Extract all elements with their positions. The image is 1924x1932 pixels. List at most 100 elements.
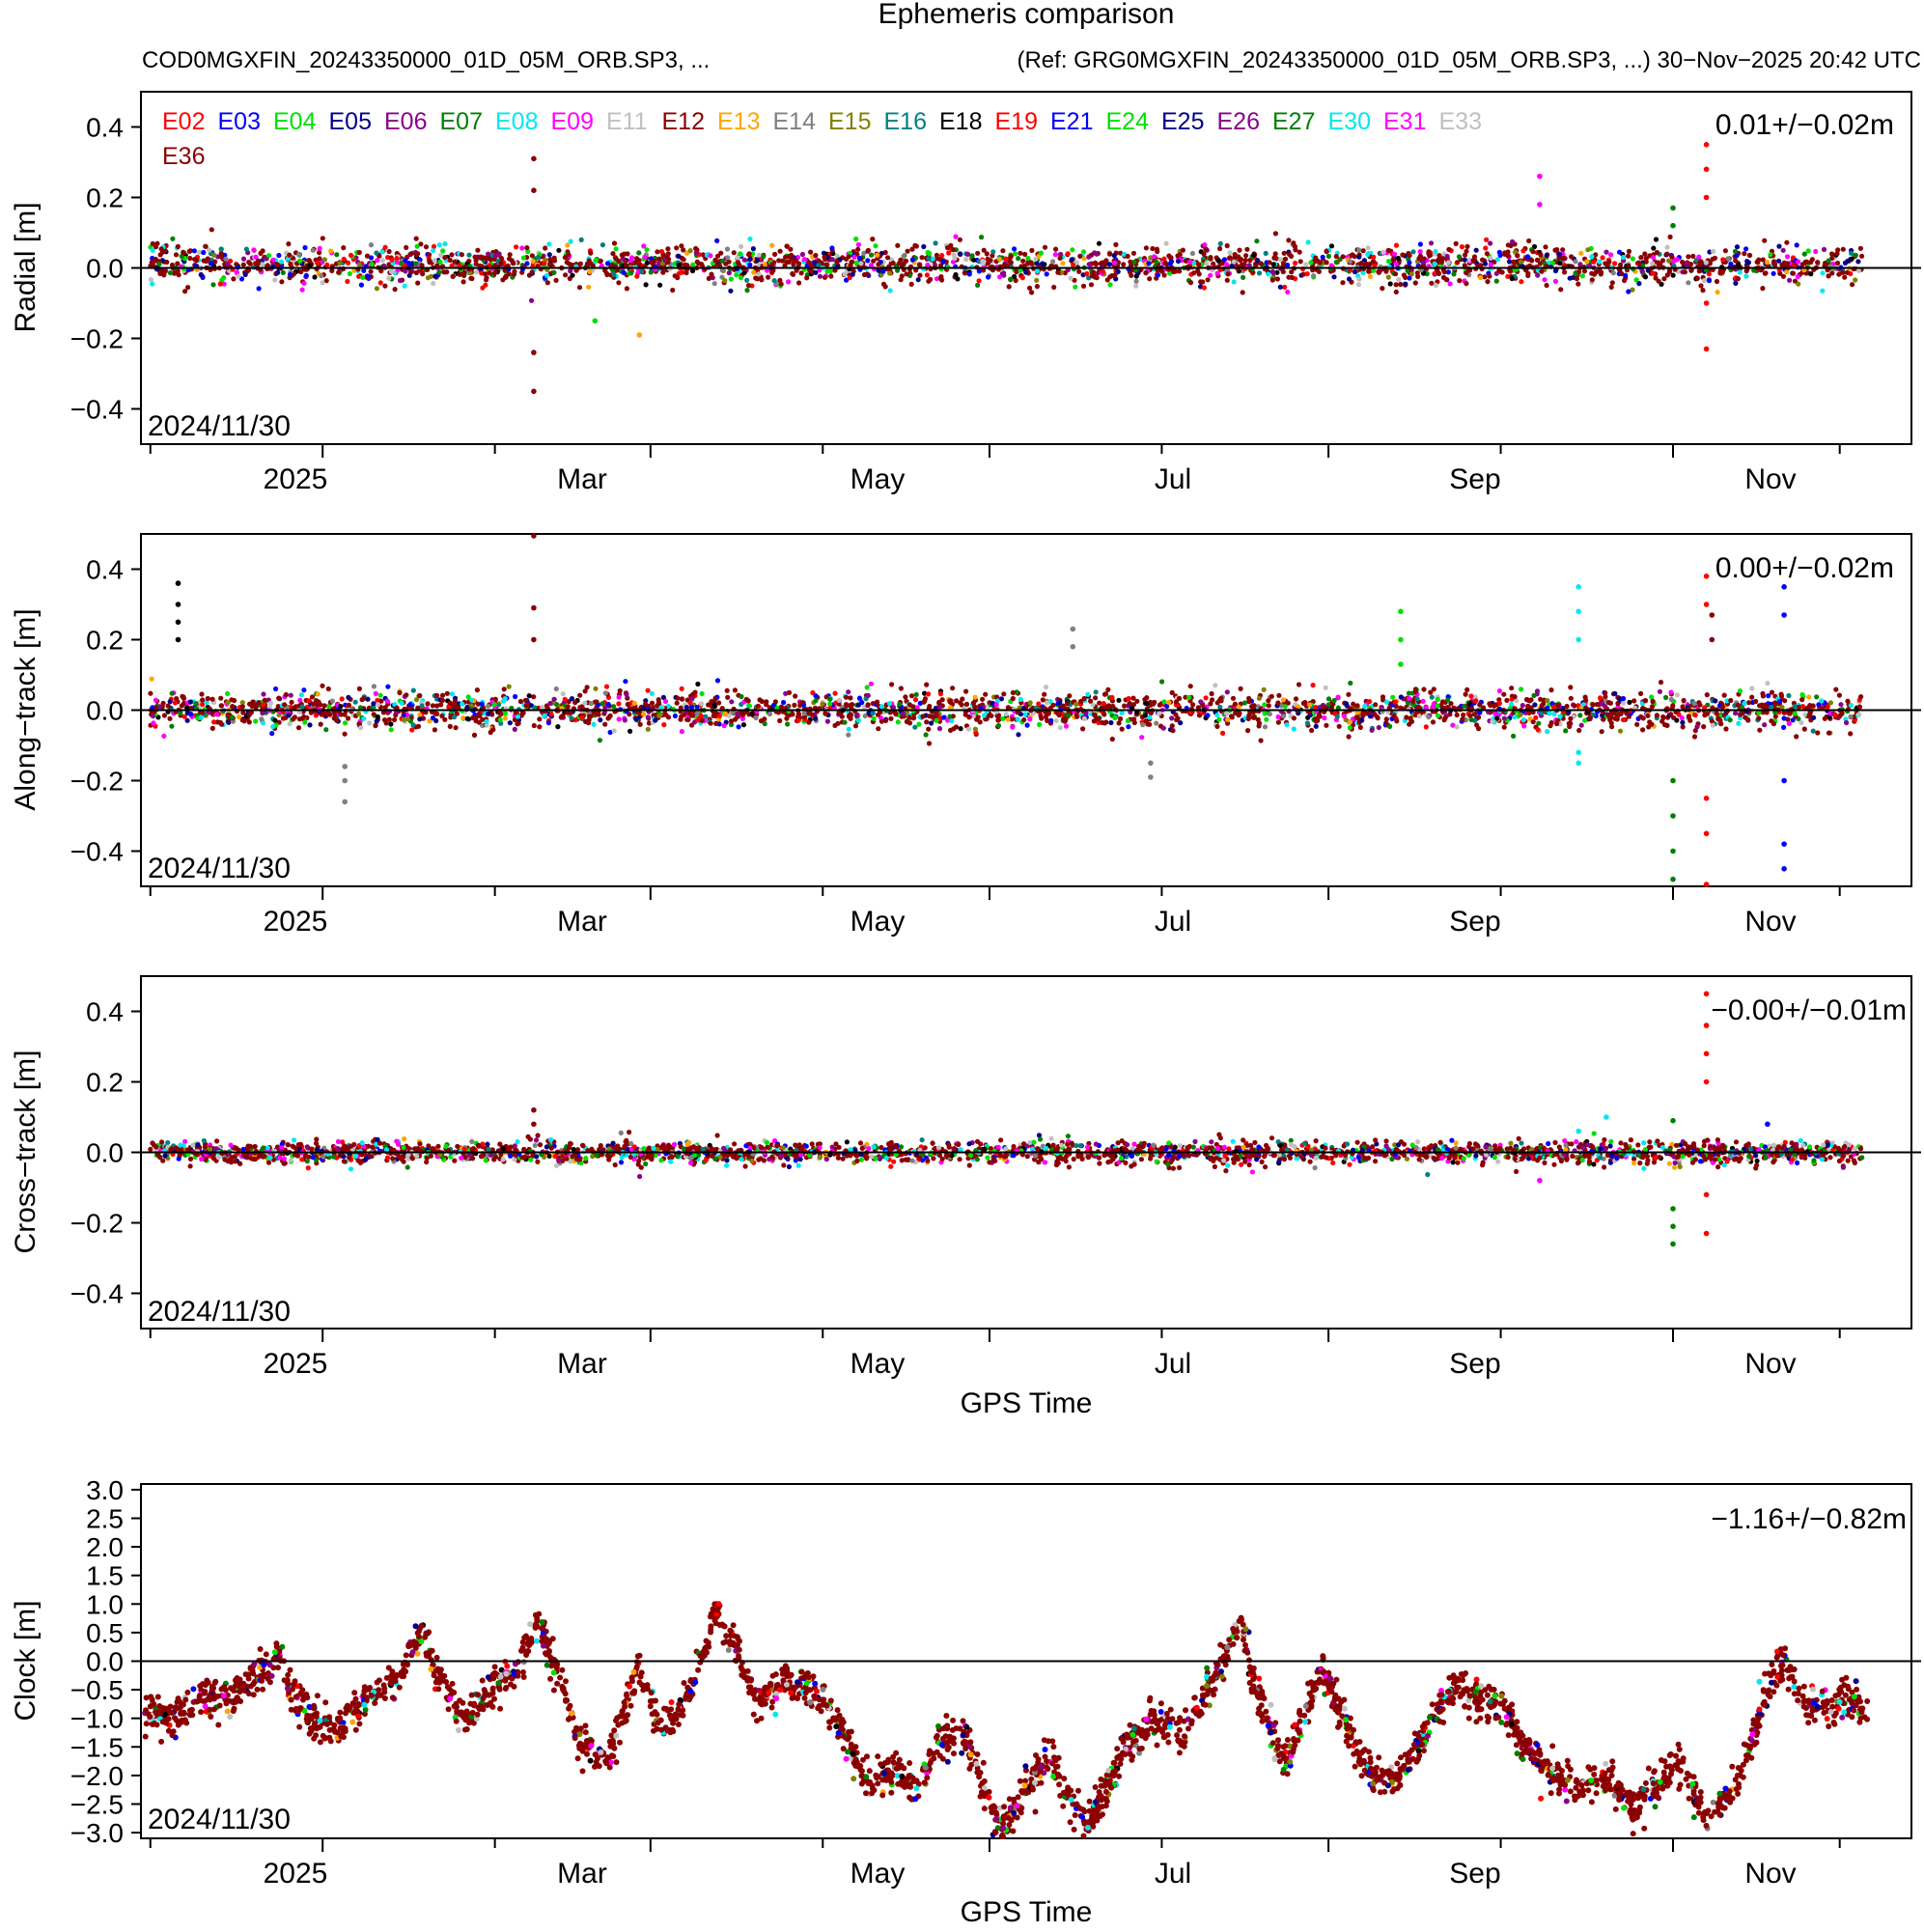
data-point bbox=[1241, 262, 1246, 267]
data-point bbox=[1533, 714, 1539, 720]
data-point bbox=[1122, 703, 1128, 709]
data-point bbox=[951, 726, 957, 732]
spike-point bbox=[1670, 205, 1676, 211]
data-point bbox=[1808, 259, 1814, 266]
data-point bbox=[1557, 251, 1563, 257]
data-point bbox=[1367, 714, 1374, 719]
data-point bbox=[1658, 680, 1664, 686]
data-point bbox=[1601, 716, 1606, 722]
data-point bbox=[1803, 259, 1809, 265]
data-point bbox=[312, 274, 318, 280]
data-point bbox=[636, 262, 642, 267]
data-point bbox=[413, 269, 419, 276]
data-point bbox=[1423, 724, 1429, 730]
data-point bbox=[417, 712, 423, 717]
data-point bbox=[1074, 260, 1080, 266]
data-point bbox=[645, 726, 651, 732]
data-point bbox=[1589, 277, 1595, 283]
data-point bbox=[218, 695, 224, 701]
data-point bbox=[583, 718, 589, 725]
data-point bbox=[1442, 715, 1448, 721]
data-point bbox=[389, 257, 395, 263]
data-point bbox=[280, 269, 286, 275]
data-point bbox=[1848, 731, 1854, 737]
data-point bbox=[906, 702, 913, 708]
data-point bbox=[1262, 711, 1268, 716]
data-point bbox=[334, 252, 340, 258]
data-point bbox=[482, 271, 488, 277]
data-point bbox=[1548, 723, 1553, 729]
data-point bbox=[1391, 251, 1398, 257]
data-point bbox=[1275, 719, 1281, 725]
data-point bbox=[865, 258, 871, 264]
data-point bbox=[1808, 271, 1814, 277]
data-point bbox=[1547, 711, 1552, 716]
data-point bbox=[1743, 273, 1749, 279]
data-point bbox=[1530, 249, 1536, 255]
data-point bbox=[1829, 251, 1835, 257]
data-point bbox=[864, 271, 871, 277]
data-point bbox=[1557, 261, 1563, 266]
data-point bbox=[1575, 281, 1581, 287]
data-point bbox=[399, 700, 404, 706]
data-point bbox=[1576, 727, 1582, 734]
data-point bbox=[201, 249, 207, 256]
data-point bbox=[151, 720, 156, 726]
data-point bbox=[323, 727, 329, 733]
data-point bbox=[342, 731, 348, 737]
data-point bbox=[864, 685, 870, 690]
data-point bbox=[1643, 259, 1649, 265]
data-point bbox=[1323, 685, 1328, 690]
data-point bbox=[317, 245, 322, 251]
data-point bbox=[1591, 271, 1598, 277]
data-point bbox=[1534, 257, 1541, 263]
data-point bbox=[693, 245, 699, 251]
data-point bbox=[917, 272, 923, 278]
data-point bbox=[822, 274, 828, 280]
data-point bbox=[988, 258, 993, 264]
data-point bbox=[178, 710, 183, 716]
data-point bbox=[822, 254, 827, 260]
data-point bbox=[1380, 249, 1386, 255]
data-point bbox=[341, 245, 347, 251]
data-point bbox=[623, 679, 628, 685]
data-point bbox=[1022, 251, 1028, 257]
data-point bbox=[415, 723, 422, 729]
data-point bbox=[1034, 277, 1040, 283]
data-point bbox=[1430, 719, 1436, 725]
data-point bbox=[1325, 253, 1331, 259]
data-point bbox=[1530, 719, 1536, 725]
data-point bbox=[643, 282, 649, 288]
data-point bbox=[444, 269, 450, 275]
data-point bbox=[1760, 257, 1766, 263]
data-point bbox=[432, 273, 438, 279]
data-point bbox=[1509, 238, 1516, 244]
data-point bbox=[1205, 277, 1211, 283]
spike-point bbox=[592, 318, 599, 324]
data-point bbox=[776, 258, 782, 264]
data-point bbox=[1853, 277, 1858, 283]
data-point bbox=[1203, 246, 1209, 252]
data-point bbox=[205, 695, 210, 702]
data-point bbox=[1274, 276, 1280, 282]
data-point bbox=[750, 246, 757, 252]
data-point bbox=[1700, 288, 1706, 294]
data-point bbox=[1564, 703, 1570, 710]
data-point bbox=[474, 269, 480, 275]
data-point bbox=[709, 271, 714, 277]
data-point bbox=[243, 246, 249, 252]
data-point bbox=[740, 722, 747, 728]
data-point bbox=[1698, 259, 1704, 265]
data-point bbox=[1203, 695, 1209, 701]
data-point bbox=[1068, 275, 1074, 281]
data-point bbox=[1784, 254, 1791, 260]
data-point bbox=[1133, 278, 1139, 284]
data-point bbox=[397, 689, 403, 696]
data-point bbox=[1501, 724, 1507, 730]
data-point bbox=[540, 705, 545, 711]
data-point bbox=[1618, 711, 1624, 717]
data-point bbox=[325, 686, 331, 692]
data-point bbox=[522, 697, 529, 703]
data-point bbox=[544, 272, 550, 278]
data-point bbox=[524, 245, 530, 251]
